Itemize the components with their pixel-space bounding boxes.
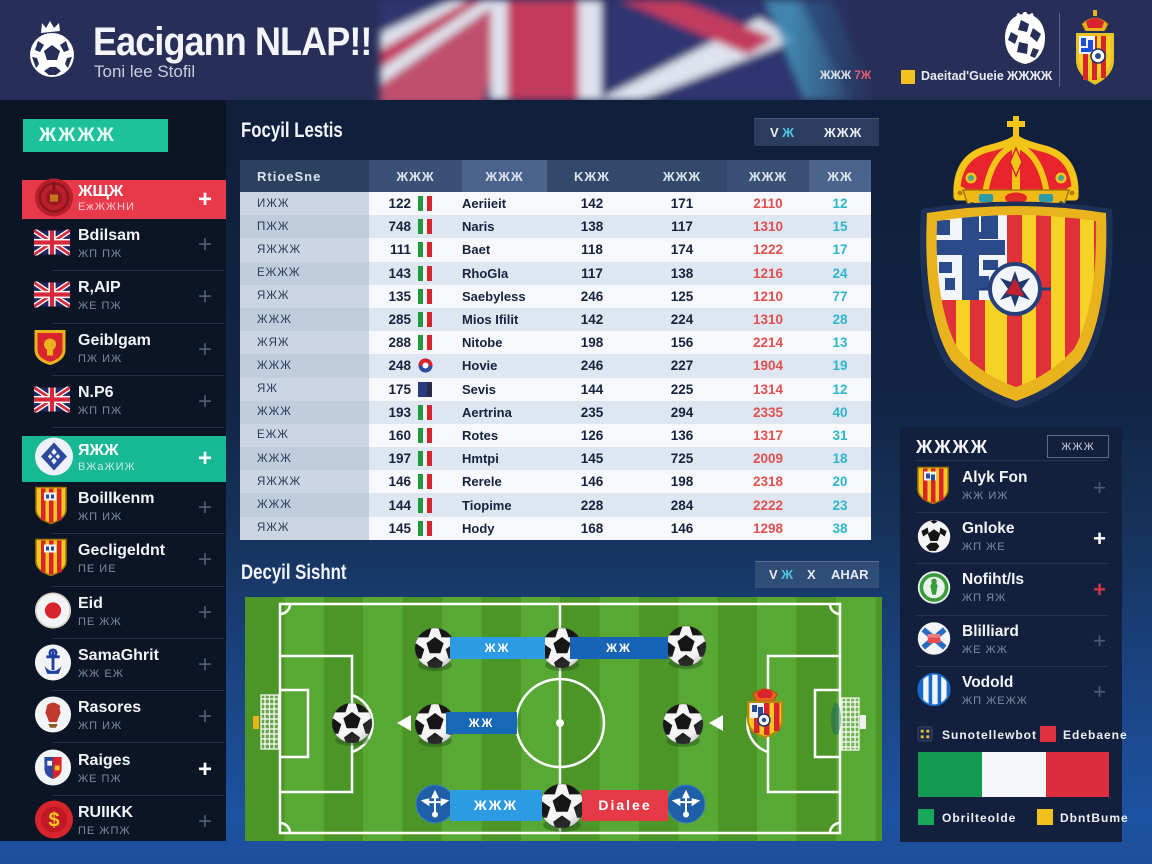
svg-text:$: $ [48, 809, 59, 831]
